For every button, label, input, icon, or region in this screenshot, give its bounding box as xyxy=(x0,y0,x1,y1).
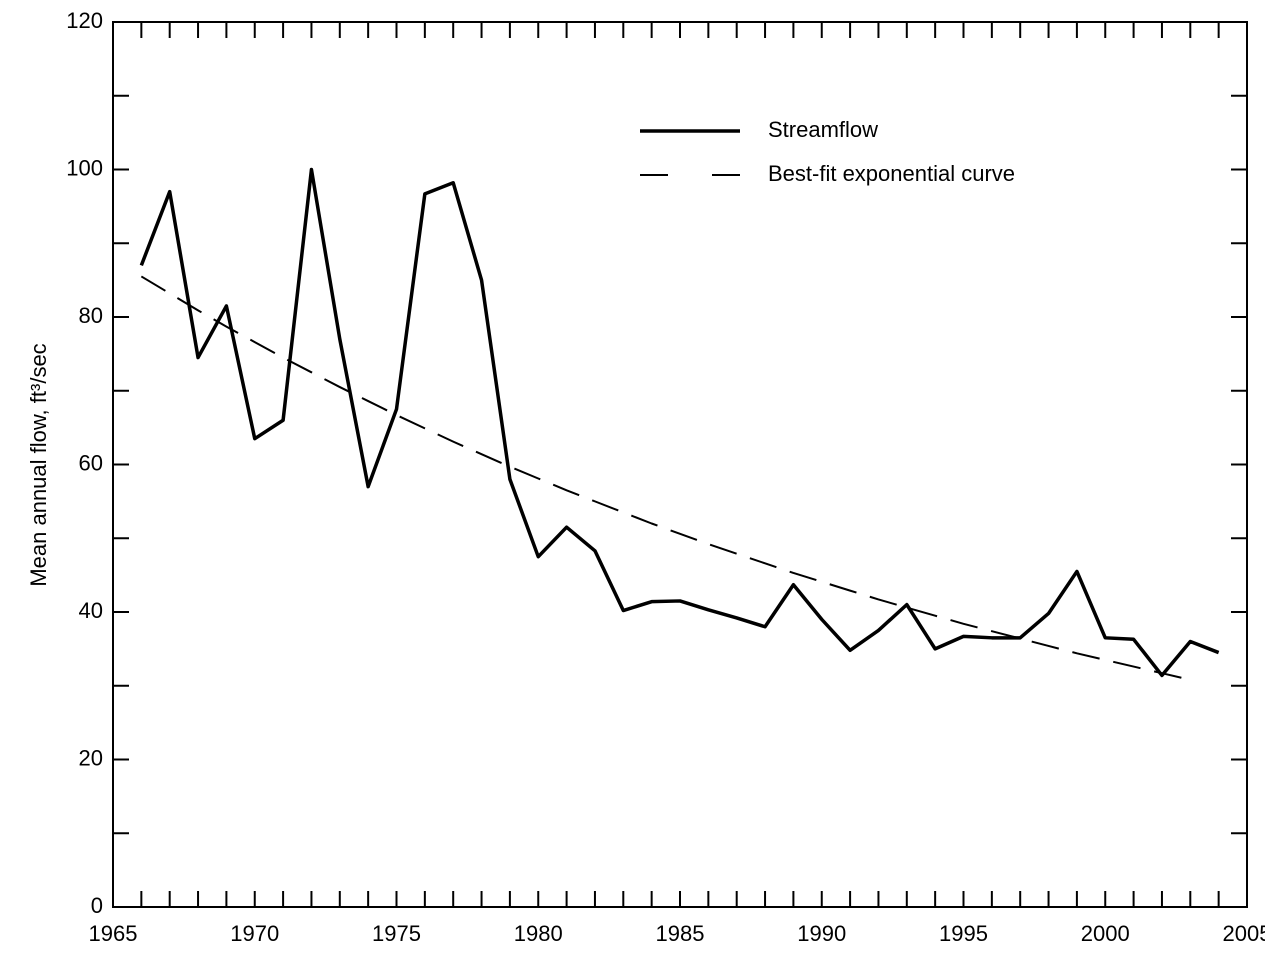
y-tick-label: 40 xyxy=(79,598,103,623)
y-axis-label: Mean annual flow, ft³/sec xyxy=(26,343,51,586)
y-tick-label: 0 xyxy=(91,893,103,918)
x-tick-label: 1980 xyxy=(514,921,563,946)
series-line xyxy=(139,167,1220,678)
x-tick-label: 1965 xyxy=(89,921,138,946)
series-line xyxy=(140,275,1191,681)
y-tick-label: 120 xyxy=(66,8,103,33)
legend-label: Streamflow xyxy=(768,117,878,142)
x-tick-label: 2005 xyxy=(1223,921,1265,946)
x-tick-label: 1970 xyxy=(230,921,279,946)
x-tick-label: 1975 xyxy=(372,921,421,946)
y-tick-label: 100 xyxy=(66,155,103,180)
x-tick-label: 2000 xyxy=(1081,921,1130,946)
legend-label: Best-fit exponential curve xyxy=(768,161,1015,186)
x-tick-label: 1985 xyxy=(656,921,705,946)
plot-frame xyxy=(112,21,1248,908)
x-tick-label: 1990 xyxy=(797,921,846,946)
y-tick-label: 20 xyxy=(79,745,103,770)
y-tick-label: 80 xyxy=(79,303,103,328)
y-tick-label: 60 xyxy=(79,450,103,475)
x-tick-label: 1995 xyxy=(939,921,988,946)
